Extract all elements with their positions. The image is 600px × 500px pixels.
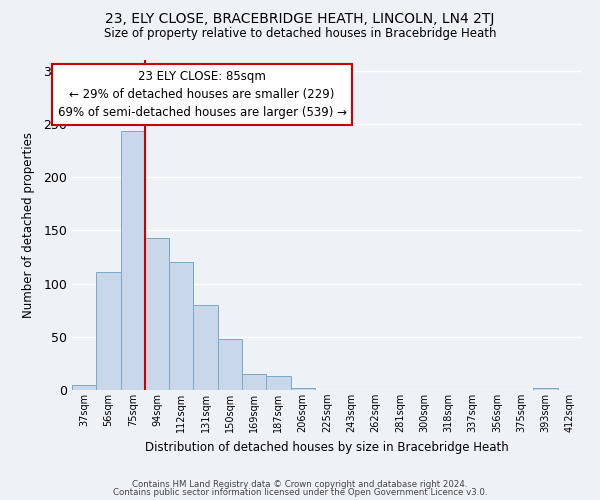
Text: 23 ELY CLOSE: 85sqm
← 29% of detached houses are smaller (229)
69% of semi-detac: 23 ELY CLOSE: 85sqm ← 29% of detached ho…	[58, 70, 347, 119]
Bar	[96, 272, 121, 390]
Bar	[121, 132, 145, 390]
Bar	[169, 262, 193, 390]
Bar	[145, 238, 169, 390]
Bar	[218, 339, 242, 390]
Bar	[266, 376, 290, 390]
Text: 23, ELY CLOSE, BRACEBRIDGE HEATH, LINCOLN, LN4 2TJ: 23, ELY CLOSE, BRACEBRIDGE HEATH, LINCOL…	[106, 12, 494, 26]
Text: Size of property relative to detached houses in Bracebridge Heath: Size of property relative to detached ho…	[104, 28, 496, 40]
Text: Contains public sector information licensed under the Open Government Licence v3: Contains public sector information licen…	[113, 488, 487, 497]
Bar	[72, 384, 96, 390]
Y-axis label: Number of detached properties: Number of detached properties	[22, 132, 35, 318]
Bar	[290, 388, 315, 390]
Bar	[242, 374, 266, 390]
Bar	[193, 305, 218, 390]
X-axis label: Distribution of detached houses by size in Bracebridge Heath: Distribution of detached houses by size …	[145, 440, 509, 454]
Text: Contains HM Land Registry data © Crown copyright and database right 2024.: Contains HM Land Registry data © Crown c…	[132, 480, 468, 489]
Bar	[533, 388, 558, 390]
